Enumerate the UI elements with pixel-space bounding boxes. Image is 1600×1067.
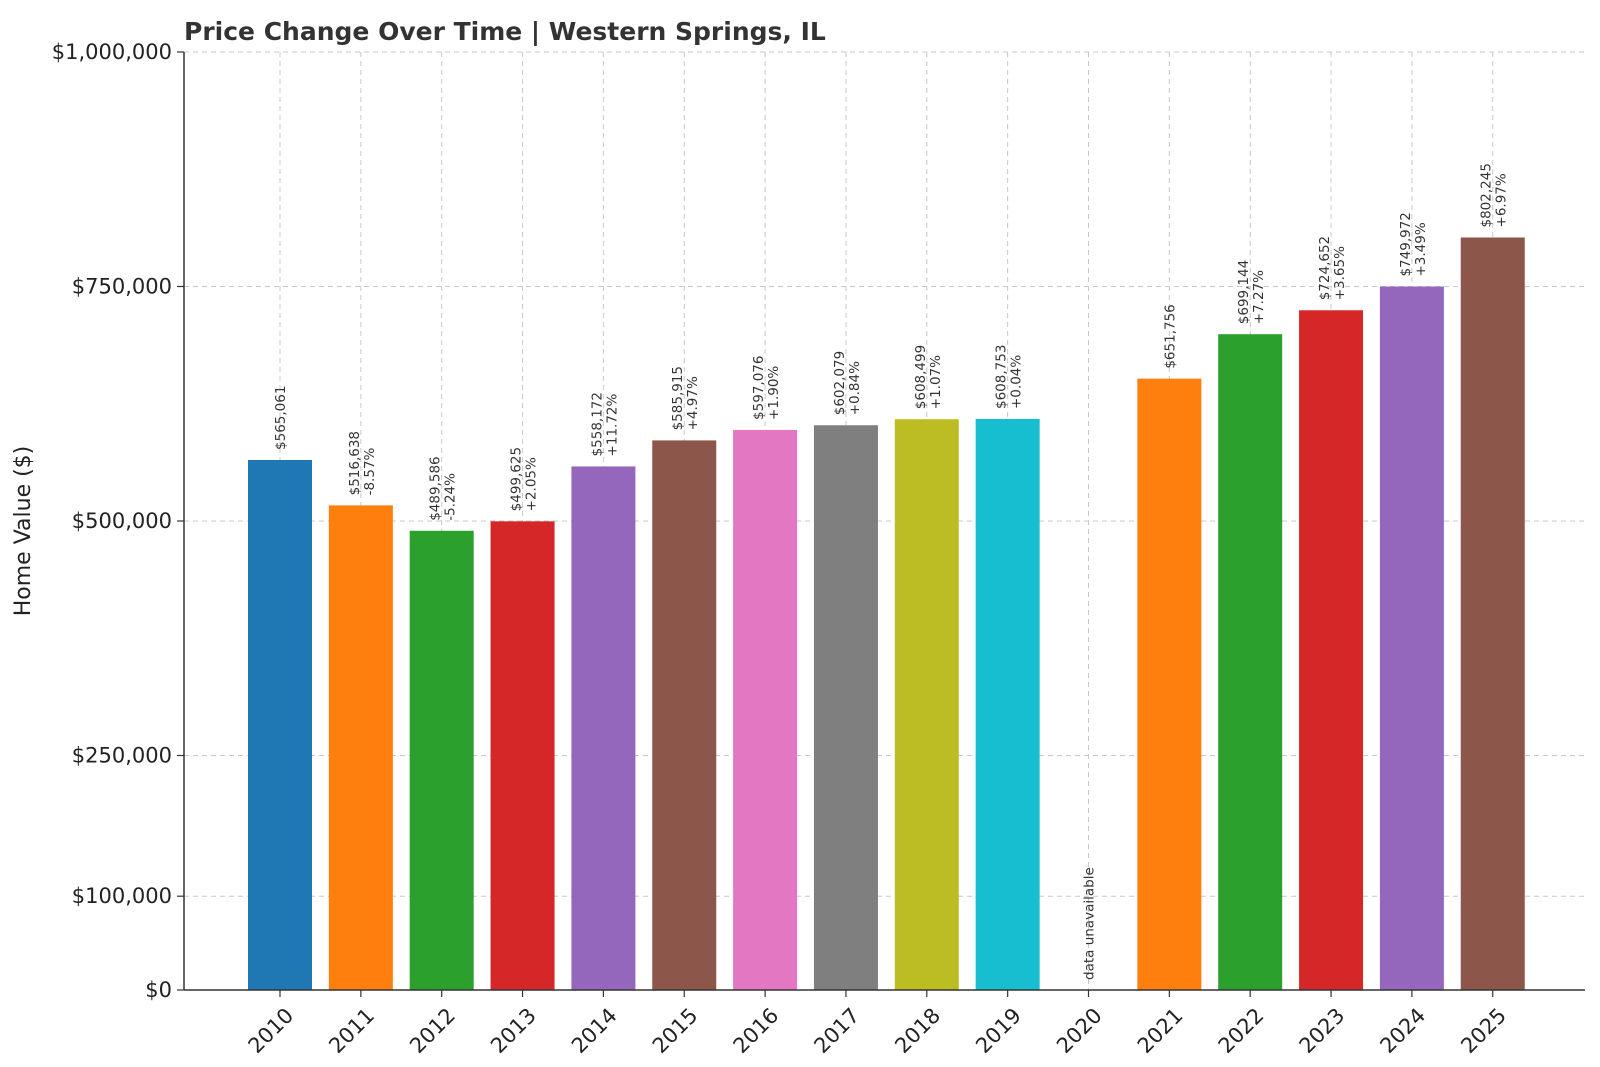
bar-change-label: +3.49% — [1413, 222, 1429, 276]
bar-value-label: $602,079 — [832, 351, 848, 415]
x-tick-label: 2021 — [1133, 1003, 1188, 1058]
chart-title: Price Change Over Time | Western Springs… — [184, 17, 826, 46]
y-tick-label: $750,000 — [72, 275, 172, 299]
bar-2021 — [1137, 378, 1202, 991]
bar-2012 — [409, 530, 474, 990]
bars — [248, 237, 1525, 991]
y-tick-label: $0 — [145, 978, 172, 1002]
bar-value-label: $558,172 — [589, 392, 605, 456]
x-tick-label: 2018 — [890, 1003, 945, 1058]
bar-2017 — [813, 425, 878, 991]
x-tick-label: 2013 — [486, 1003, 541, 1058]
bar-change-label: +1.07% — [928, 355, 944, 409]
bar-value-label: $489,586 — [428, 456, 444, 520]
x-tick-label: 2015 — [648, 1003, 703, 1058]
bar-value-label: $608,753 — [994, 345, 1010, 409]
bar-2016 — [733, 429, 798, 990]
bar-2019 — [975, 418, 1040, 990]
bar-labels: $565,061 $516,638 -8.57% $489,586 -5.24% $499… — [273, 163, 1510, 980]
bar-value-label: $699,144 — [1236, 260, 1252, 324]
bar-value-label: $565,061 — [273, 386, 289, 450]
bar-2015 — [652, 440, 717, 990]
x-axis-ticks: 2010 2011 2012 2013 2014 2015 2016 2017 2018 2019… — [244, 990, 1511, 1058]
x-tick-label: 2010 — [244, 1003, 299, 1058]
y-axis-ticks: $0 $100,000 $250,000 $500,000 $750,000 $1,000… — [52, 40, 184, 1002]
bar-change-label: -5.24% — [443, 473, 459, 521]
bar-change-label: +0.84% — [847, 361, 863, 415]
bar-change-label: +4.97% — [685, 376, 701, 430]
bar-2023 — [1299, 310, 1364, 990]
x-tick-label: 2024 — [1375, 1003, 1430, 1058]
bar-change-label: +3.65% — [1332, 246, 1348, 300]
bar-value-label: $516,638 — [347, 431, 363, 495]
missing-data-label: data unavailable — [1082, 867, 1098, 980]
bar-change-label: +1.90% — [766, 366, 782, 420]
bar-2011 — [328, 505, 393, 990]
bar-value-label: $802,245 — [1479, 163, 1495, 227]
x-tick-label: 2025 — [1456, 1003, 1511, 1058]
x-tick-label: 2014 — [567, 1003, 622, 1058]
x-tick-label: 2017 — [809, 1003, 864, 1058]
bar-change-label: -8.57% — [362, 447, 378, 495]
bar-change-label: +11.72% — [604, 393, 620, 456]
x-tick-label: 2012 — [405, 1003, 460, 1058]
bar-change-label: +2.05% — [524, 457, 540, 511]
y-axis-label: Home Value ($) — [11, 446, 36, 617]
bar-value-label: $651,756 — [1162, 304, 1178, 368]
y-tick-label: $100,000 — [72, 884, 172, 908]
bar-2013 — [490, 521, 555, 990]
bar-value-label: $597,076 — [751, 356, 767, 420]
bar-change-label: +0.04% — [1009, 355, 1025, 409]
x-tick-label: 2022 — [1214, 1003, 1269, 1058]
bar-2024 — [1379, 286, 1444, 991]
bar-value-label: $608,499 — [913, 345, 929, 409]
y-tick-label: $500,000 — [72, 509, 172, 533]
bar-2014 — [571, 466, 636, 990]
y-tick-label: $250,000 — [72, 744, 172, 768]
bar-value-label: $749,972 — [1398, 212, 1414, 276]
bar-value-label: $499,625 — [509, 447, 525, 511]
x-tick-label: 2011 — [324, 1003, 379, 1058]
bar-change-label: +6.97% — [1494, 173, 1510, 227]
x-tick-label: 2020 — [1052, 1003, 1107, 1058]
bar-value-label: $585,915 — [670, 366, 686, 430]
y-tick-label: $1,000,000 — [52, 40, 172, 64]
x-tick-label: 2016 — [729, 1003, 784, 1058]
grid-lines — [184, 51, 1585, 990]
bar-2010 — [248, 459, 312, 990]
bar-value-label: $724,652 — [1317, 236, 1333, 300]
bar-2022 — [1218, 334, 1283, 990]
bar-change-label: +7.27% — [1251, 270, 1267, 324]
bar-2025 — [1460, 237, 1525, 990]
x-tick-label: 2023 — [1295, 1003, 1350, 1058]
x-tick-label: 2019 — [971, 1003, 1026, 1058]
bar-2018 — [894, 419, 959, 991]
